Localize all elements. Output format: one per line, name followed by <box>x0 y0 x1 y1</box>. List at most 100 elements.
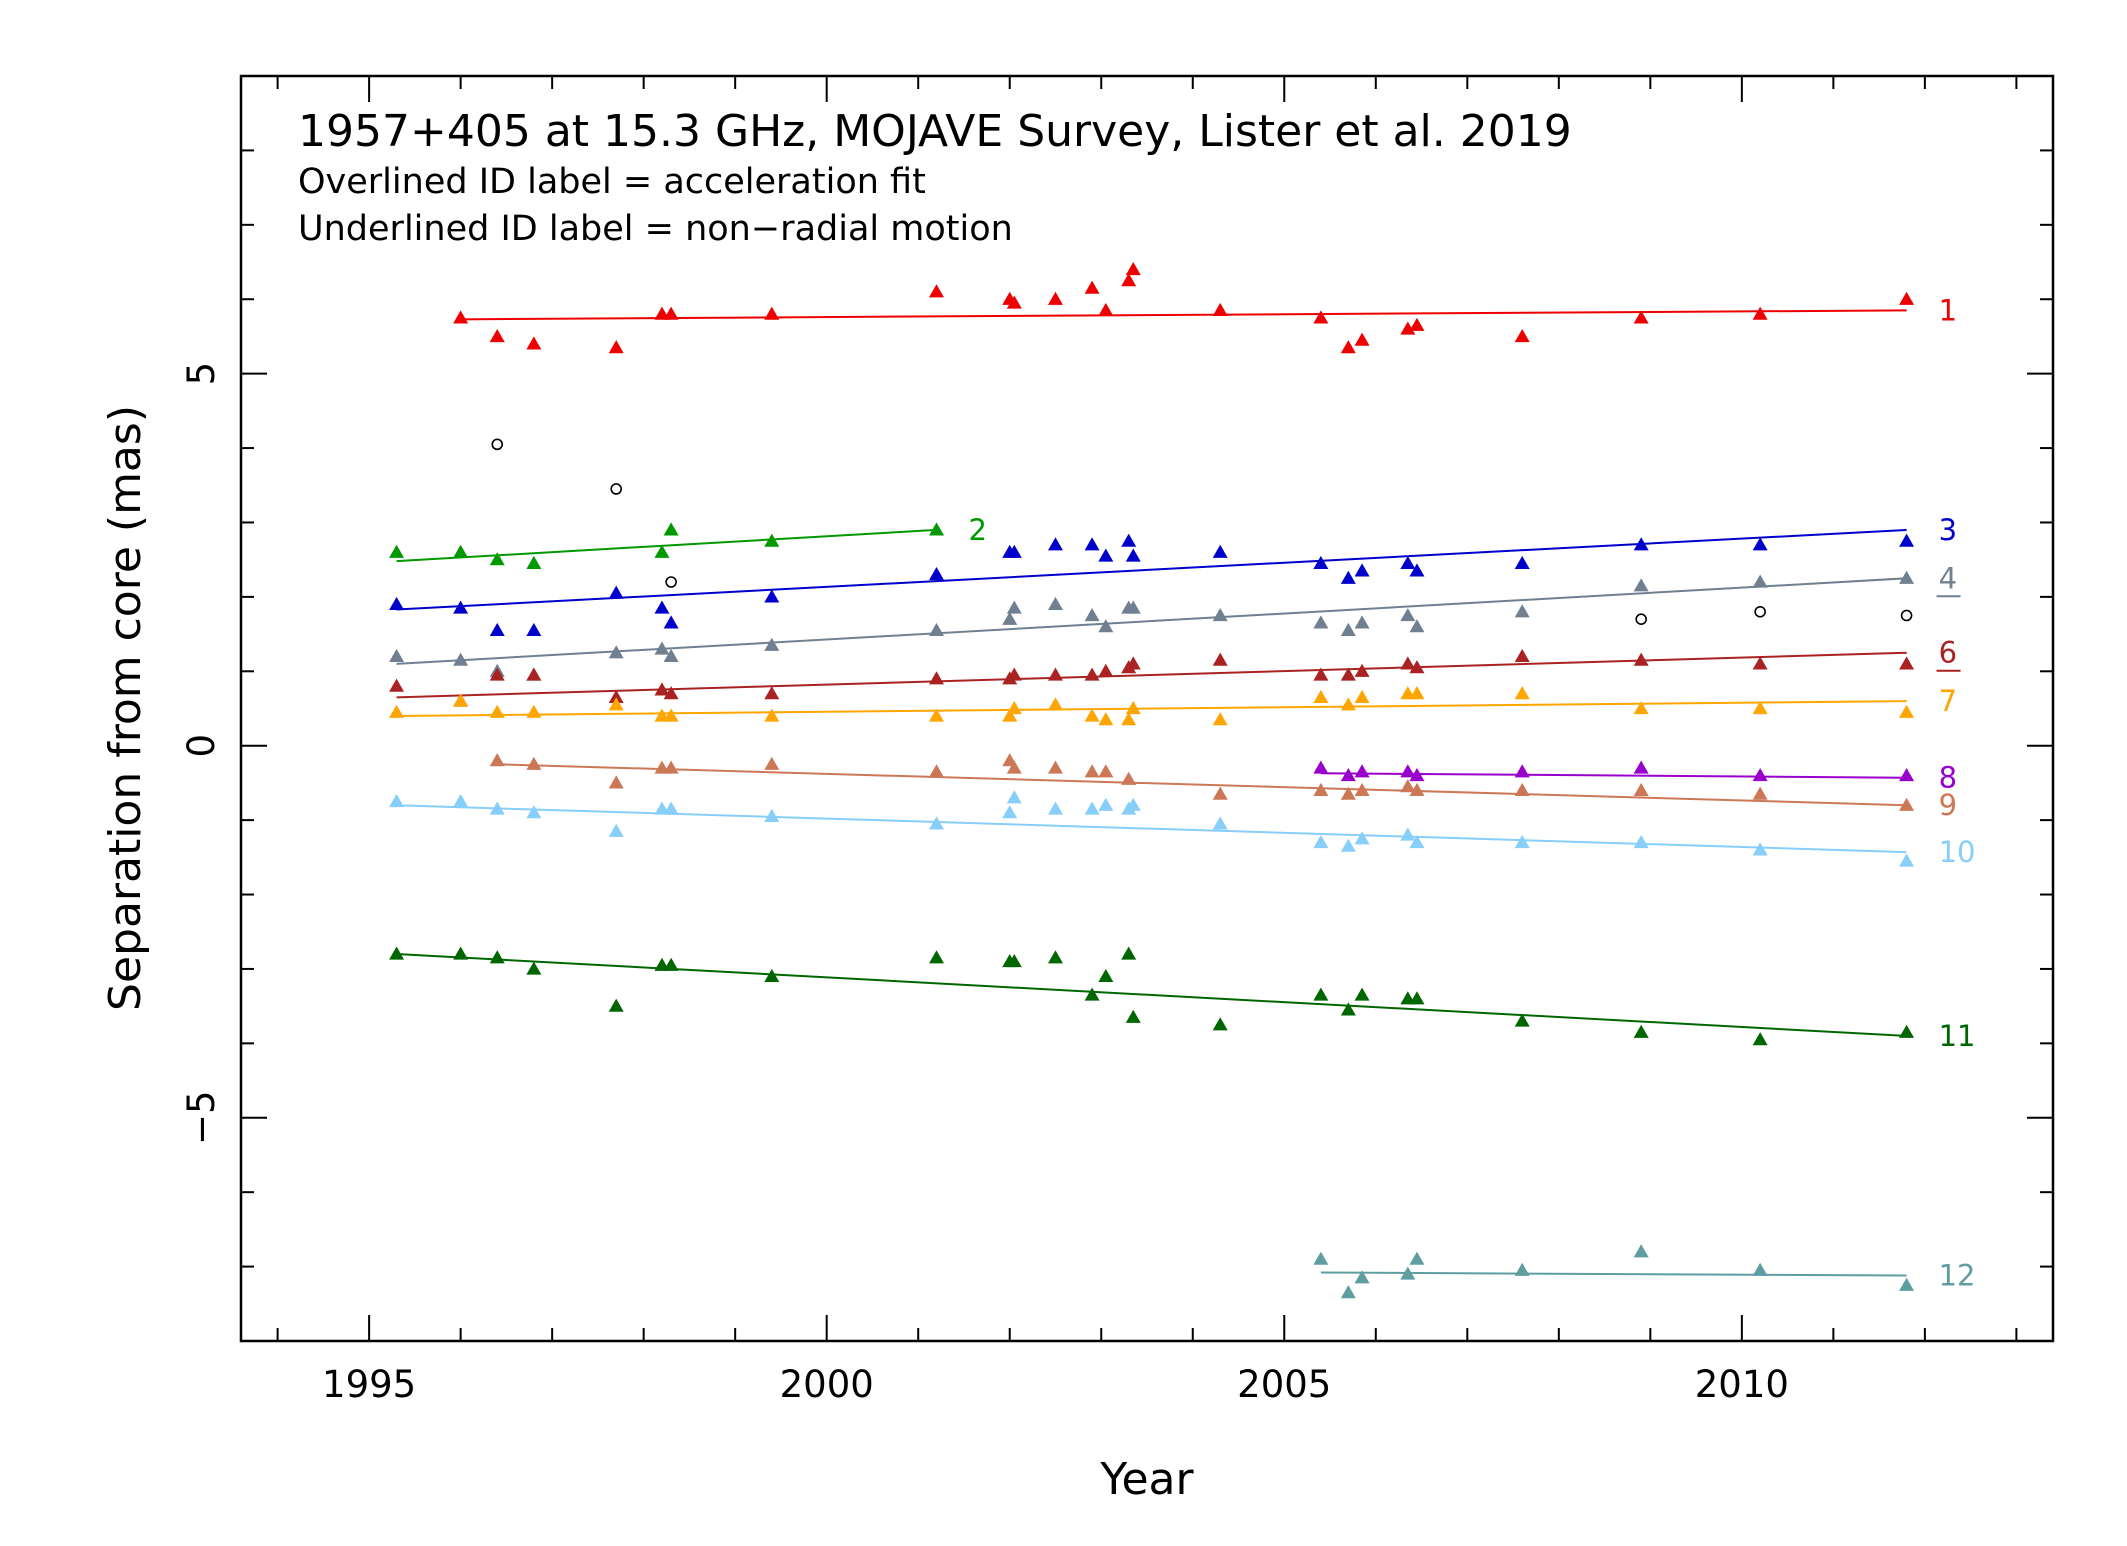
data-point-10 <box>1212 816 1228 830</box>
fit-line-6 <box>396 651 1907 699</box>
data-point-11 <box>1121 946 1137 960</box>
data-point-4 <box>1084 607 1100 622</box>
component-label-1: 1 <box>1939 293 1957 327</box>
tick-labels: 1995 2000 2005 2010 −5 0 5 <box>180 362 1789 1406</box>
data-point-10 <box>1409 834 1425 849</box>
component-label-4: 4 <box>1939 561 1957 595</box>
data-point-6 <box>929 671 945 685</box>
data-point-6 <box>608 689 624 703</box>
data-point-11 <box>929 950 945 964</box>
data-point-4 <box>1212 607 1228 622</box>
fit-line-10 <box>396 804 1907 854</box>
data-point-8 <box>1313 760 1329 774</box>
data-point-6 <box>1354 663 1370 677</box>
data-point-7 <box>1098 712 1114 726</box>
data-point-6 <box>1313 667 1329 681</box>
data-point-3 <box>764 589 780 603</box>
data-point-3 <box>389 596 405 610</box>
data-point-1 <box>1084 280 1100 294</box>
data-point-11 <box>1354 987 1370 1001</box>
fit-line-3 <box>396 528 1907 611</box>
data-point-3 <box>1514 555 1530 570</box>
data-point-12 <box>1340 1285 1356 1299</box>
data-point-1 <box>453 310 469 324</box>
data-point-2 <box>526 555 542 570</box>
data-point-12 <box>1514 1262 1530 1276</box>
component-label-3: 3 <box>1939 513 1957 547</box>
data-point-8 <box>1354 764 1370 778</box>
data-point-10 <box>608 823 624 837</box>
unassigned-point <box>1900 609 1913 622</box>
data-point-2 <box>453 544 469 558</box>
data-point-11 <box>1313 987 1329 1001</box>
data-point-1 <box>608 340 624 354</box>
x-tick-label: 1995 <box>322 1363 416 1406</box>
data-point-3 <box>608 585 624 599</box>
fit-line-4 <box>396 577 1907 665</box>
data-point-3 <box>1006 544 1022 558</box>
data-point-6 <box>1514 648 1530 663</box>
data-point-3 <box>489 622 505 636</box>
data-point-3 <box>1047 537 1063 551</box>
data-point-1 <box>929 284 945 298</box>
data-point-3 <box>1752 537 1768 551</box>
data-point-3 <box>1212 544 1228 558</box>
data-point-10 <box>1002 805 1018 819</box>
data-point-6 <box>1125 656 1141 670</box>
data-point-9 <box>608 775 624 789</box>
data-point-2 <box>663 522 679 536</box>
data-point-11 <box>1899 1024 1915 1038</box>
x-tick-label: 2005 <box>1237 1363 1331 1406</box>
data-point-11 <box>389 946 405 960</box>
data-point-7 <box>1121 712 1137 726</box>
data-point-10 <box>1354 831 1370 845</box>
data-point-4 <box>1047 596 1063 610</box>
data-point-1 <box>1047 291 1063 305</box>
data-point-7 <box>1084 708 1100 722</box>
data-point-4 <box>654 641 670 655</box>
data-point-12 <box>1899 1277 1915 1291</box>
data-point-7 <box>1514 686 1530 700</box>
data-point-10 <box>389 794 405 808</box>
component-label-9: 9 <box>1939 788 1957 822</box>
data-point-4 <box>1002 611 1018 625</box>
data-point-7 <box>1212 712 1228 726</box>
data-point-4 <box>389 648 405 663</box>
data-point-1 <box>1121 273 1137 287</box>
data-point-1 <box>1340 340 1356 354</box>
data-point-12 <box>1409 1251 1425 1265</box>
data-point-8 <box>1514 764 1530 778</box>
data-point-1 <box>1514 328 1530 343</box>
data-point-6 <box>1633 652 1649 666</box>
data-point-6 <box>1047 667 1063 681</box>
plot-frame <box>239 74 2055 1343</box>
component-label-8: 8 <box>1939 761 1957 795</box>
data-point-3 <box>654 600 670 614</box>
data-point-10 <box>1098 797 1114 811</box>
note-non-radial: Underlined ID label = non−radial motion <box>298 209 1013 249</box>
data-point-4 <box>1006 600 1022 614</box>
data-point-11 <box>608 998 624 1012</box>
data-point-11 <box>489 950 505 964</box>
data-point-1 <box>663 306 679 320</box>
data-point-7 <box>1002 708 1018 722</box>
data-point-7 <box>1047 697 1063 711</box>
data-point-1 <box>1006 295 1022 309</box>
chart-title: 1957+405 at 15.3 GHz, MOJAVE Survey, Lis… <box>298 106 1572 157</box>
x-axis-label: Year <box>1099 1454 1194 1505</box>
y-tick-label: 5 <box>180 362 223 386</box>
data-point-4 <box>1752 574 1768 588</box>
data-point-6 <box>1409 660 1425 674</box>
y-tick-label: −5 <box>180 1090 223 1145</box>
data-point-11 <box>1212 1017 1228 1031</box>
data-point-11 <box>1340 1002 1356 1016</box>
data-point-11 <box>526 961 542 975</box>
data-point-11 <box>1084 987 1100 1001</box>
data-point-11 <box>453 946 469 960</box>
data-point-10 <box>1006 790 1022 804</box>
data-point-3 <box>1125 548 1141 562</box>
data-point-9 <box>1212 786 1228 800</box>
data-point-7 <box>929 708 945 722</box>
data-point-4 <box>1313 615 1329 629</box>
